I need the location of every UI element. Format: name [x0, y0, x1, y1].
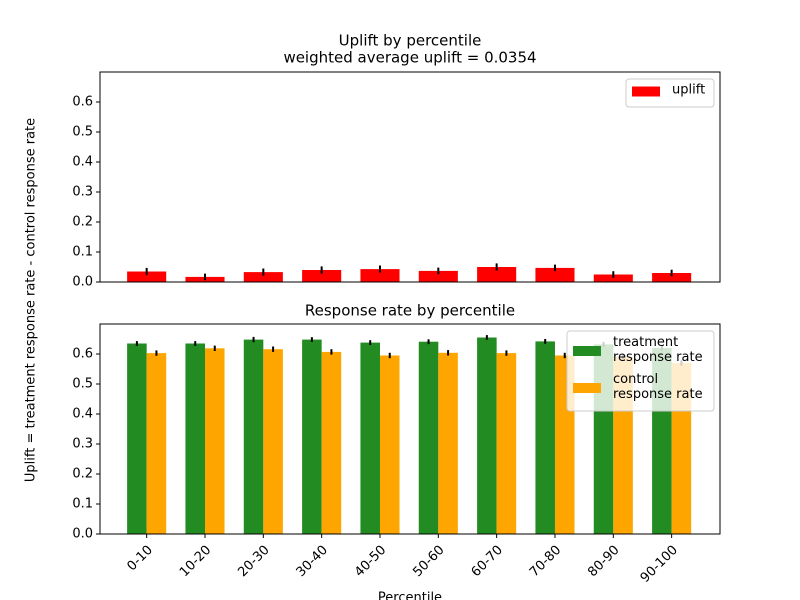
y-tick-label: 0.6 — [72, 95, 93, 110]
bar — [593, 274, 633, 282]
bar — [418, 270, 458, 282]
bar — [321, 351, 342, 534]
legend-label: control response rate — [613, 372, 703, 402]
bar — [302, 270, 342, 282]
axes-frame — [99, 323, 721, 535]
bar — [204, 348, 225, 534]
x-axis-label: Percentile — [378, 591, 442, 600]
y-tick-label: 0.3 — [72, 437, 93, 452]
bar — [360, 342, 380, 534]
chart-title: Uplift by percentile — [339, 32, 482, 50]
legend-swatch — [632, 86, 660, 97]
legend-label: treatment response rate — [613, 335, 703, 365]
bar — [185, 343, 205, 534]
y-tick-label: 0.3 — [72, 185, 93, 200]
legend-swatch — [573, 346, 601, 356]
bar — [418, 341, 439, 534]
y-tick-label: 0.0 — [72, 527, 93, 542]
bar — [243, 272, 283, 282]
legend-box — [566, 330, 715, 412]
y-tick-label: 0.2 — [72, 215, 93, 230]
y-tick-label: 0.5 — [72, 125, 93, 140]
bar — [438, 352, 458, 534]
y-tick-label: 0.1 — [72, 245, 93, 260]
y-tick-label: 0.4 — [72, 155, 93, 170]
y-tick-label: 0.1 — [72, 497, 93, 512]
bar — [302, 339, 322, 534]
bar — [379, 355, 400, 534]
legend-swatch — [573, 383, 601, 393]
y-tick-label: 0.5 — [72, 377, 93, 392]
bar — [127, 343, 147, 534]
bar — [243, 339, 264, 534]
y-tick-label: 0.6 — [72, 347, 93, 362]
bar — [477, 337, 497, 534]
y-axis-label: Uplift = treatment response rate - contr… — [24, 118, 39, 482]
y-tick-label: 0.2 — [72, 467, 93, 482]
y-tick-label: 0.4 — [72, 407, 93, 422]
bar — [652, 273, 692, 282]
bar — [535, 267, 575, 282]
bar — [496, 353, 517, 534]
axes-frame — [99, 71, 721, 283]
bar — [127, 271, 167, 282]
legend-box — [625, 78, 715, 108]
bar — [535, 341, 555, 534]
y-tick-label: 0.0 — [72, 275, 93, 290]
legend-label: uplift — [672, 83, 705, 98]
bar — [477, 267, 517, 282]
bar — [146, 353, 167, 534]
bar — [360, 269, 400, 282]
bar — [263, 349, 283, 534]
chart-subtitle: weighted average uplift = 0.0354 — [283, 49, 536, 67]
chart-title: Response rate by percentile — [305, 302, 515, 320]
